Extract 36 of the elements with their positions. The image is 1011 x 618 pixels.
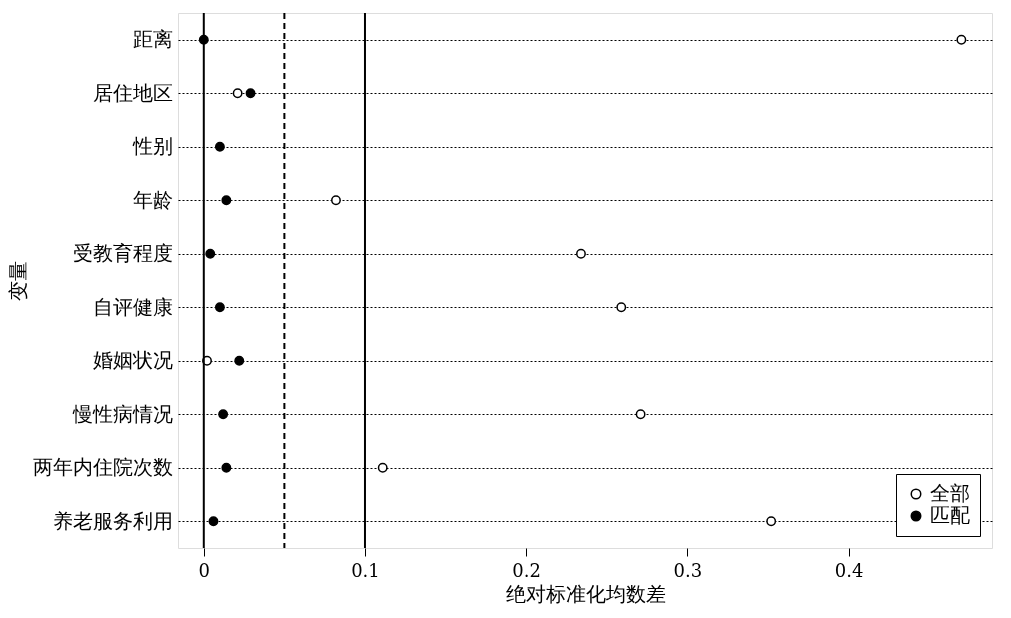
x-tick-label: 0.3 (673, 559, 703, 581)
y-tick-label: 两年内住院次数 (32, 455, 173, 480)
x-tick-label: 0.2 (512, 559, 541, 581)
point (766, 516, 777, 527)
point (214, 302, 225, 313)
x-tick-label: 0 (198, 559, 211, 581)
point (616, 302, 627, 313)
legend-label: 匹配 (930, 503, 970, 527)
point (221, 462, 232, 473)
legend-label: 全部 (930, 481, 970, 505)
point (635, 409, 646, 420)
y-axis-title: 变量 (5, 261, 30, 301)
y-tick-label: 居住地区 (92, 80, 173, 105)
y-tick-label: 自评健康 (92, 294, 173, 319)
point (205, 248, 216, 259)
y-tick-label: 婚姻状况 (92, 348, 173, 373)
y-tick-label: 养老服务利用 (52, 508, 173, 533)
point (221, 195, 232, 206)
point (232, 88, 243, 99)
y-tick-label: 性别 (131, 134, 173, 159)
y-tick-label: 受教育程度 (72, 241, 173, 266)
y-tick-label: 年龄 (132, 187, 173, 212)
x-tick-label: 0.1 (351, 559, 380, 581)
point (208, 516, 219, 527)
x-tick-label: 0.4 (834, 559, 864, 581)
y-tick-label: 距离 (132, 27, 173, 52)
point (956, 34, 967, 45)
point (377, 462, 388, 473)
point (331, 195, 341, 206)
x-axis-title: 绝对标准化均数差 (505, 581, 666, 606)
point (234, 355, 245, 366)
point (218, 409, 229, 420)
y-tick-label: 慢性病情况 (71, 401, 173, 426)
point (214, 141, 225, 152)
point (245, 88, 256, 99)
point (576, 248, 586, 259)
